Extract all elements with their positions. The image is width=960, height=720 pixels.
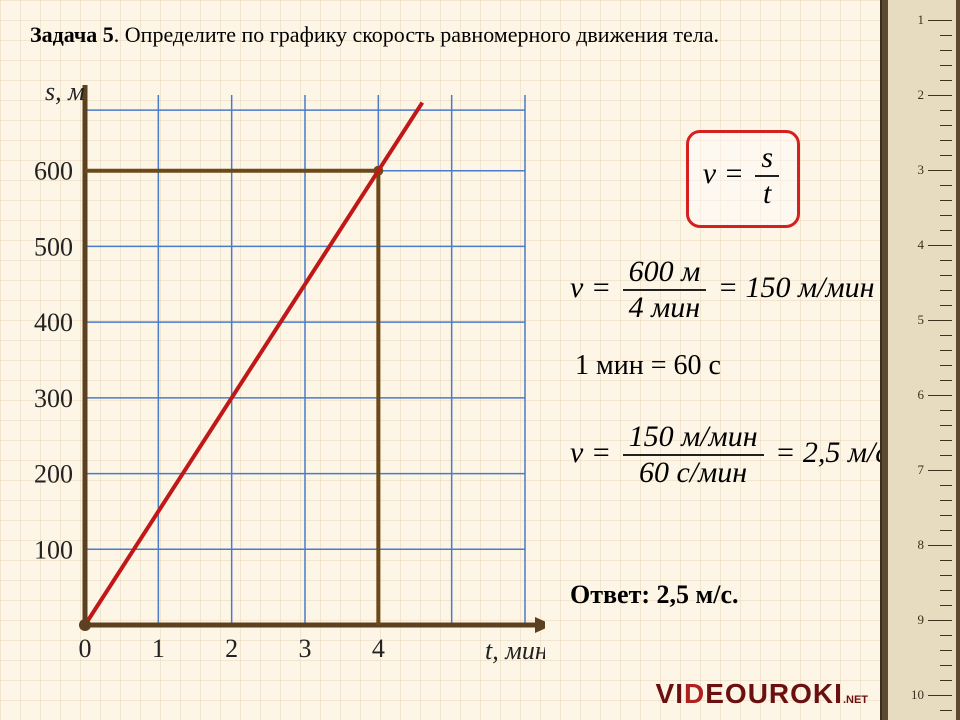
svg-text:600: 600 [34,157,73,186]
ruler-decoration: 12345678910 [880,0,960,720]
formula-box: v = s t [686,130,800,228]
problem-text: . Определите по графику скорость равноме… [114,22,719,47]
problem-title: Задача 5. Определите по графику скорость… [30,22,719,48]
svg-text:0: 0 [79,634,92,663]
problem-number: Задача 5 [30,22,114,47]
svg-text:200: 200 [34,460,73,489]
logo: VIDEOUROKI.NET [656,678,868,710]
formula-den: t [757,177,777,211]
svg-text:4: 4 [372,634,385,663]
unit-conversion: 1 мин = 60 с [575,350,721,382]
distance-time-chart: 0 1 2 3 4 100 200 300 400 500 600 s, м t, мин [25,85,545,675]
svg-text:t, мин: t, мин [485,636,545,665]
svg-text:400: 400 [34,308,73,337]
formula-lhs: v = [703,157,744,190]
svg-text:2: 2 [225,634,238,663]
calc-2: v = 150 м/мин 60 с/мин = 2,5 м/с [570,420,889,490]
svg-text:500: 500 [34,232,73,261]
svg-text:300: 300 [34,384,73,413]
answer-text: Ответ: 2,5 м/с. [570,580,738,610]
formula-num: s [755,141,779,177]
svg-text:100: 100 [34,535,73,564]
svg-text:3: 3 [299,634,312,663]
svg-text:1: 1 [152,634,165,663]
svg-text:s, м: s, м [45,85,85,106]
calc-1: v = 600 м 4 мин = 150 м/мин [570,255,874,325]
